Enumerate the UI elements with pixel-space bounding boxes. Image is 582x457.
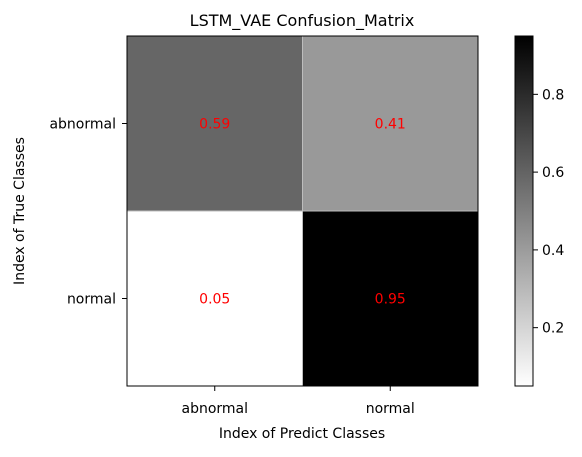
y-axis-label: Index of True Classes	[12, 137, 28, 285]
x-axis-label: Index of Predict Classes	[219, 426, 385, 442]
heatmap-cell-abnormal-abnormal	[126, 35, 303, 212]
heatmap-cell-abnormal-normal	[302, 35, 479, 212]
colorbar-tick-label: 0.8	[542, 87, 564, 103]
colorbar	[514, 35, 534, 387]
colorbar-tick-label: 0.4	[542, 243, 564, 259]
x-tick-label: abnormal	[181, 401, 248, 417]
y-axis-ticks: abnormal normal	[49, 117, 127, 308]
colorbar-tick-label: 0.2	[542, 321, 564, 337]
cell-value-label: 0.59	[199, 117, 230, 133]
plot-frame	[126, 35, 479, 387]
cell-value-label: 0.05	[199, 292, 230, 308]
cell-value-label: 0.95	[375, 292, 406, 308]
x-tick-label: normal	[366, 401, 415, 417]
colorbar-tick-label: 0.6	[542, 165, 564, 181]
colorbar-ticks: 0.2 0.4 0.6 0.8	[533, 87, 564, 337]
heatmap-cell-normal-abnormal	[126, 210, 303, 387]
heatmap-cell-normal-normal	[302, 210, 479, 387]
heatmap-value-labels: 0.59 0.41 0.05 0.95	[199, 117, 406, 308]
y-tick-label: normal	[67, 292, 116, 308]
cell-value-label: 0.41	[375, 117, 406, 133]
chart-title: LSTM_VAE Confusion_Matrix	[190, 11, 415, 31]
y-tick-label: abnormal	[49, 117, 116, 133]
x-axis-ticks: abnormal normal	[181, 386, 415, 417]
heatmap-cells	[126, 35, 479, 387]
